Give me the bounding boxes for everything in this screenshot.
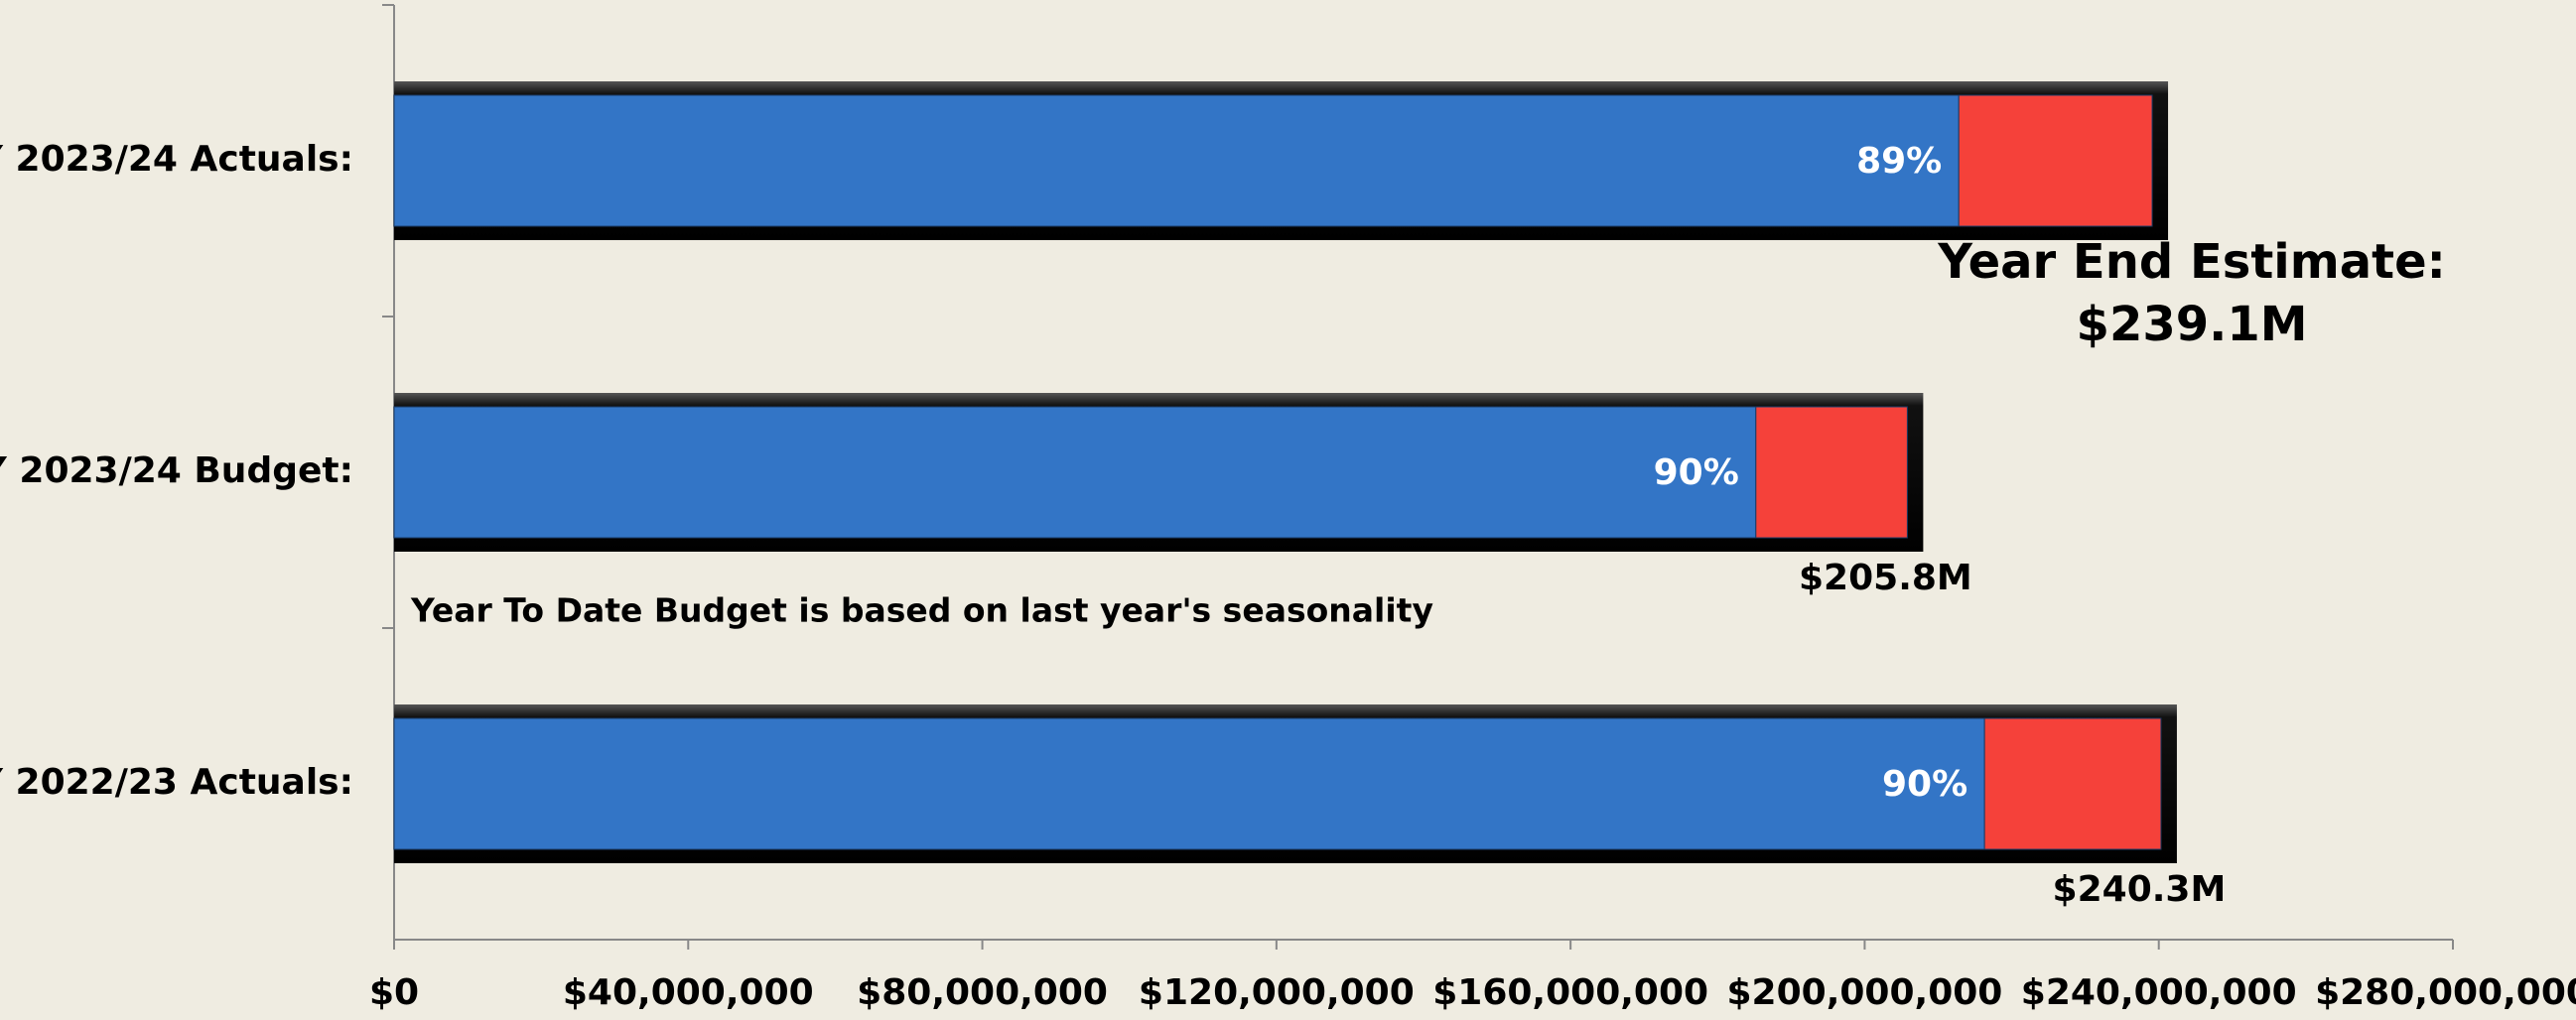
x-tick-label: $240,000,000	[2021, 972, 2297, 1013]
category-label: FY 2023/24 Actuals:	[0, 139, 353, 180]
estimate-label: Year End Estimate:	[1937, 234, 2446, 290]
note: Year To Date Budget is based on last yea…	[410, 591, 1433, 630]
bar-segment	[393, 94, 1960, 227]
category-label: FY 2023/24 Budget:	[0, 450, 353, 491]
x-tick-label: $80,000,000	[857, 972, 1108, 1013]
category-label: FY 2022/23 Actuals:	[0, 762, 353, 803]
bar-segment	[1958, 94, 2153, 227]
total-label: $205.8M	[1799, 558, 1972, 598]
bar-segment	[393, 717, 1985, 850]
x-tick-label: $280,000,000	[2315, 972, 2576, 1013]
total-label: $240.3M	[2053, 869, 2227, 910]
x-tick-label: $40,000,000	[563, 972, 814, 1013]
percent-label: 90%	[1882, 764, 1967, 805]
percent-label: 89%	[1856, 141, 1942, 182]
bar-segment	[1755, 406, 1908, 539]
x-tick-label: $0	[369, 972, 419, 1013]
x-tick-label: $200,000,000	[1727, 972, 2003, 1013]
total-label: $239.1M	[2077, 297, 2308, 352]
percent-label: 90%	[1654, 452, 1739, 493]
x-tick-label: $160,000,000	[1432, 972, 1708, 1013]
bar-segment	[393, 406, 1757, 539]
x-tick-label: $120,000,000	[1139, 972, 1415, 1013]
bar-segment	[1983, 717, 2162, 850]
